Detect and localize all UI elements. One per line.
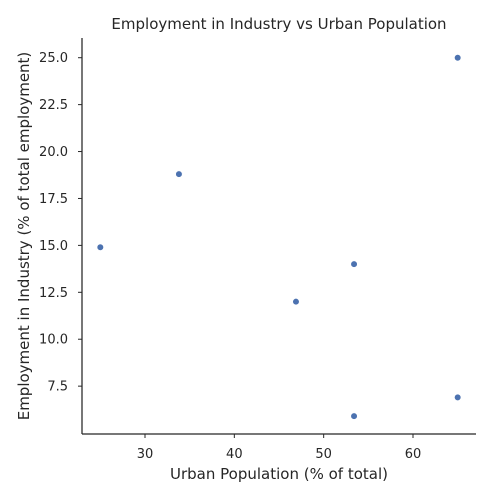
data-point xyxy=(96,243,104,251)
y-axis-ticks: 7.5 10.0 12.5 15.0 17.5 20.0 22.5 25.0 xyxy=(39,51,82,395)
x-axis-ticks: 30 40 50 60 xyxy=(137,434,422,462)
data-point xyxy=(454,393,462,402)
data-point xyxy=(350,412,358,420)
data-point xyxy=(292,298,300,306)
x-axis-title: Urban Population (% of total) xyxy=(170,465,388,483)
x-tick-label: 30 xyxy=(137,447,154,462)
y-tick-label: 22.5 xyxy=(39,98,68,113)
x-tick-label: 60 xyxy=(405,447,422,462)
y-tick-label: 12.5 xyxy=(39,286,68,301)
y-tick-label: 7.5 xyxy=(47,380,68,395)
data-point xyxy=(350,260,358,268)
y-tick-label: 20.0 xyxy=(39,145,68,160)
y-tick-label: 17.5 xyxy=(39,192,68,207)
data-point xyxy=(175,170,183,178)
x-tick-label: 40 xyxy=(226,447,243,462)
data-points xyxy=(96,54,462,420)
x-tick-label: 50 xyxy=(315,447,332,462)
chart-title: Employment in Industry vs Urban Populati… xyxy=(111,15,446,33)
y-axis-title: Employment in Industry (% of total emplo… xyxy=(15,52,33,421)
y-tick-label: 10.0 xyxy=(39,333,68,348)
y-tick-label: 15.0 xyxy=(39,239,68,254)
y-tick-label: 25.0 xyxy=(39,51,68,66)
data-point xyxy=(454,54,462,62)
